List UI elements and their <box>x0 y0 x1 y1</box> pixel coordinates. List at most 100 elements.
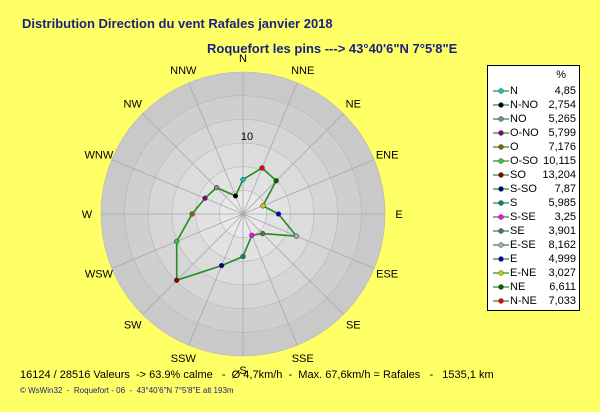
data-point-s <box>240 253 246 260</box>
legend-value: 4,999 <box>548 253 576 265</box>
legend-marker <box>493 256 509 262</box>
legend-label: SO <box>510 169 526 181</box>
legend-value: 2,754 <box>548 99 576 111</box>
legend-value: 3,027 <box>548 267 576 279</box>
legend-value: 7,87 <box>554 183 576 195</box>
direction-label-w: W <box>82 209 93 221</box>
data-point-no <box>213 184 220 191</box>
legend: % N 4,85 N-NO 2,754 NO 5,265 O-NO 5,799 O 7,176 O-… <box>487 65 580 311</box>
legend-marker <box>493 242 509 248</box>
legend-label: O <box>510 141 519 153</box>
direction-label-ese: ESE <box>376 269 398 281</box>
legend-label: E <box>510 253 518 265</box>
legend-value: 4,85 <box>554 85 576 97</box>
direction-label-nnw: NNW <box>170 65 197 77</box>
legend-entry-e-ne: E-NE 3,027 <box>488 266 579 280</box>
legend-value: 5,265 <box>548 113 576 125</box>
legend-label: S <box>510 197 518 209</box>
legend-marker <box>493 144 509 150</box>
legend-label: O-SO <box>510 155 539 167</box>
legend-entry-o-no: O-NO 5,799 <box>488 126 579 140</box>
wind-rose-chart: N NNE NE ENE E ESE SE SSE S SSW SW WSW W WNW NW NNW 10 <box>82 53 403 377</box>
legend-label: E-SE <box>510 239 536 251</box>
legend-entry-so: SO 13,204 <box>488 168 579 182</box>
data-point-se <box>259 230 266 237</box>
legend-label: O-NO <box>510 127 539 139</box>
chart-subtitle: Roquefort les pins ---> 43°40'6"N 7°5'8"… <box>207 41 458 56</box>
legend-entry-e: E 4,999 <box>488 252 579 266</box>
direction-label-ne: NE <box>346 99 361 111</box>
data-point-s-so <box>218 262 225 269</box>
legend-label: N-NE <box>510 295 537 307</box>
legend-marker <box>493 102 509 108</box>
credit-line: © WsWin32 - Roquefort - 06 - 43°40'6"N 7… <box>20 386 234 395</box>
direction-label-sw: SW <box>124 319 142 331</box>
spoke-nne <box>242 82 298 215</box>
direction-label-ssw: SSW <box>171 353 197 365</box>
data-point-n-ne <box>259 165 265 171</box>
direction-label-wsw: WSW <box>85 269 114 281</box>
legend-entry-s-se: S-SE 3,25 <box>488 210 579 224</box>
legend-value: 5,799 <box>548 127 576 139</box>
spoke-nw <box>142 113 244 215</box>
chart-title: Distribution Direction du vent Rafales j… <box>22 16 333 31</box>
legend-entry-o-so: O-SO 10,115 <box>488 154 579 168</box>
legend-value: 5,985 <box>548 197 576 209</box>
legend-marker <box>493 88 509 94</box>
legend-marker <box>493 200 509 206</box>
legend-marker <box>493 186 509 192</box>
legend-entry-n-ne: N-NE 7,033 <box>488 294 579 308</box>
data-point-so <box>174 277 180 283</box>
legend-marker <box>493 214 509 220</box>
legend-marker <box>493 172 509 178</box>
legend-label: N-NO <box>510 99 539 111</box>
direction-label-wnw: WNW <box>85 149 114 161</box>
data-point-o-so <box>174 238 180 245</box>
data-point-s-se <box>249 232 255 238</box>
spoke-nnw <box>188 82 244 215</box>
legend-header: % <box>556 69 566 81</box>
legend-label: E-NE <box>510 267 537 279</box>
legend-value: 10,115 <box>543 155 576 167</box>
legend-marker <box>493 228 509 234</box>
direction-label-n: N <box>239 53 247 65</box>
legend-marker <box>493 298 509 304</box>
legend-label: S-SO <box>510 183 537 195</box>
legend-marker <box>493 158 509 164</box>
legend-value: 7,033 <box>548 295 576 307</box>
legend-label: N <box>510 85 518 97</box>
legend-value: 3,25 <box>554 211 576 223</box>
spoke-wnw <box>111 159 244 215</box>
direction-label-se: SE <box>346 319 361 331</box>
legend-entry-ne: NE 6,611 <box>488 280 579 294</box>
data-point-o <box>189 211 195 217</box>
direction-label-s: S <box>239 365 246 377</box>
legend-entry-n-no: N-NO 2,754 <box>488 98 579 112</box>
legend-value: 3,901 <box>548 225 576 237</box>
data-point-o-no <box>202 195 208 201</box>
legend-marker <box>493 116 509 122</box>
data-point-n-no <box>232 193 239 199</box>
legend-marker <box>493 284 509 290</box>
legend-label: S-SE <box>510 211 536 223</box>
legend-marker <box>493 270 509 276</box>
legend-entry-o: O 7,176 <box>488 140 579 154</box>
ring-value-label: 10 <box>241 131 253 143</box>
spoke-ese <box>242 213 375 269</box>
legend-entry-n: N 4,85 <box>488 84 579 98</box>
legend-value: 6,611 <box>549 281 576 293</box>
legend-value: 8,162 <box>548 239 576 251</box>
direction-label-sse: SSE <box>292 353 314 365</box>
legend-label: NO <box>510 113 527 125</box>
legend-value: 13,204 <box>542 169 576 181</box>
direction-label-nw: NW <box>124 99 143 111</box>
direction-label-e: E <box>395 209 402 221</box>
legend-label: SE <box>510 225 525 237</box>
data-point-e <box>275 211 282 217</box>
legend-entry-se: SE 3,901 <box>488 224 579 238</box>
legend-entry-s: S 5,985 <box>488 196 579 210</box>
spoke-ne <box>242 113 344 215</box>
legend-label: NE <box>510 281 526 293</box>
data-point-n <box>240 176 246 183</box>
